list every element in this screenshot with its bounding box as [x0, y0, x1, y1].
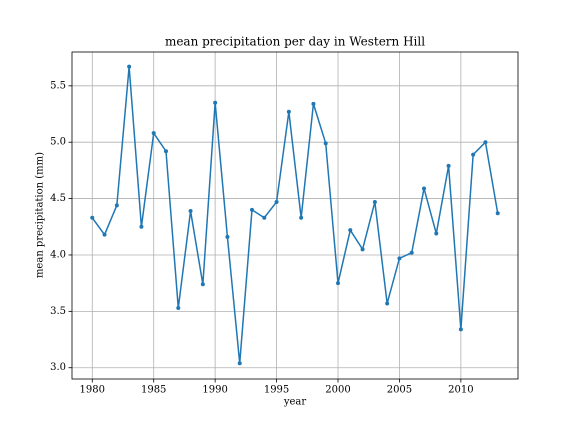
point	[213, 100, 218, 105]
point	[139, 224, 144, 229]
point	[274, 199, 279, 204]
point	[102, 232, 107, 237]
point	[348, 228, 353, 233]
point	[422, 186, 427, 191]
point	[237, 361, 242, 366]
point	[114, 203, 119, 208]
x-tick-label: 1990	[202, 385, 227, 396]
y-tick-label: 3.0	[50, 362, 66, 373]
point	[286, 109, 291, 114]
x-tick-label: 2010	[448, 385, 473, 396]
plot-frame	[71, 51, 519, 380]
x-tick-label: 1980	[80, 385, 105, 396]
point	[323, 141, 328, 146]
point	[127, 64, 132, 69]
y-tick-label: 5.0	[50, 137, 66, 148]
point	[188, 208, 193, 213]
point	[495, 211, 500, 216]
point	[372, 199, 377, 204]
point	[311, 101, 316, 106]
y-tick-label: 5.5	[50, 80, 66, 91]
y-axis-label: mean precipitation (mm)	[35, 152, 46, 278]
chart-title: mean precipitation per day in Western Hi…	[165, 35, 425, 49]
y-tick-label: 3.5	[50, 306, 66, 317]
x-tick-label: 1985	[141, 385, 166, 396]
point	[385, 301, 390, 306]
point	[409, 250, 414, 255]
point	[446, 163, 451, 168]
point	[434, 231, 439, 236]
y-tick-label: 4.5	[50, 193, 66, 204]
point	[200, 282, 205, 287]
point	[336, 281, 341, 286]
point	[249, 207, 254, 212]
x-axis-label: year	[283, 397, 307, 408]
line	[91, 66, 499, 364]
point	[176, 305, 181, 310]
point	[163, 149, 168, 154]
x-tick-label: 1995	[264, 385, 289, 396]
y-tick-label: 4.0	[50, 249, 66, 260]
point	[299, 215, 304, 220]
point	[90, 215, 95, 220]
point	[151, 131, 156, 136]
point	[483, 140, 488, 145]
x-tick-label: 2005	[387, 385, 412, 396]
point	[225, 234, 230, 239]
x-tick-label: 2000	[325, 385, 350, 396]
point	[471, 152, 476, 157]
point	[262, 215, 267, 220]
point	[397, 256, 402, 261]
point	[458, 327, 463, 332]
point	[360, 247, 365, 252]
